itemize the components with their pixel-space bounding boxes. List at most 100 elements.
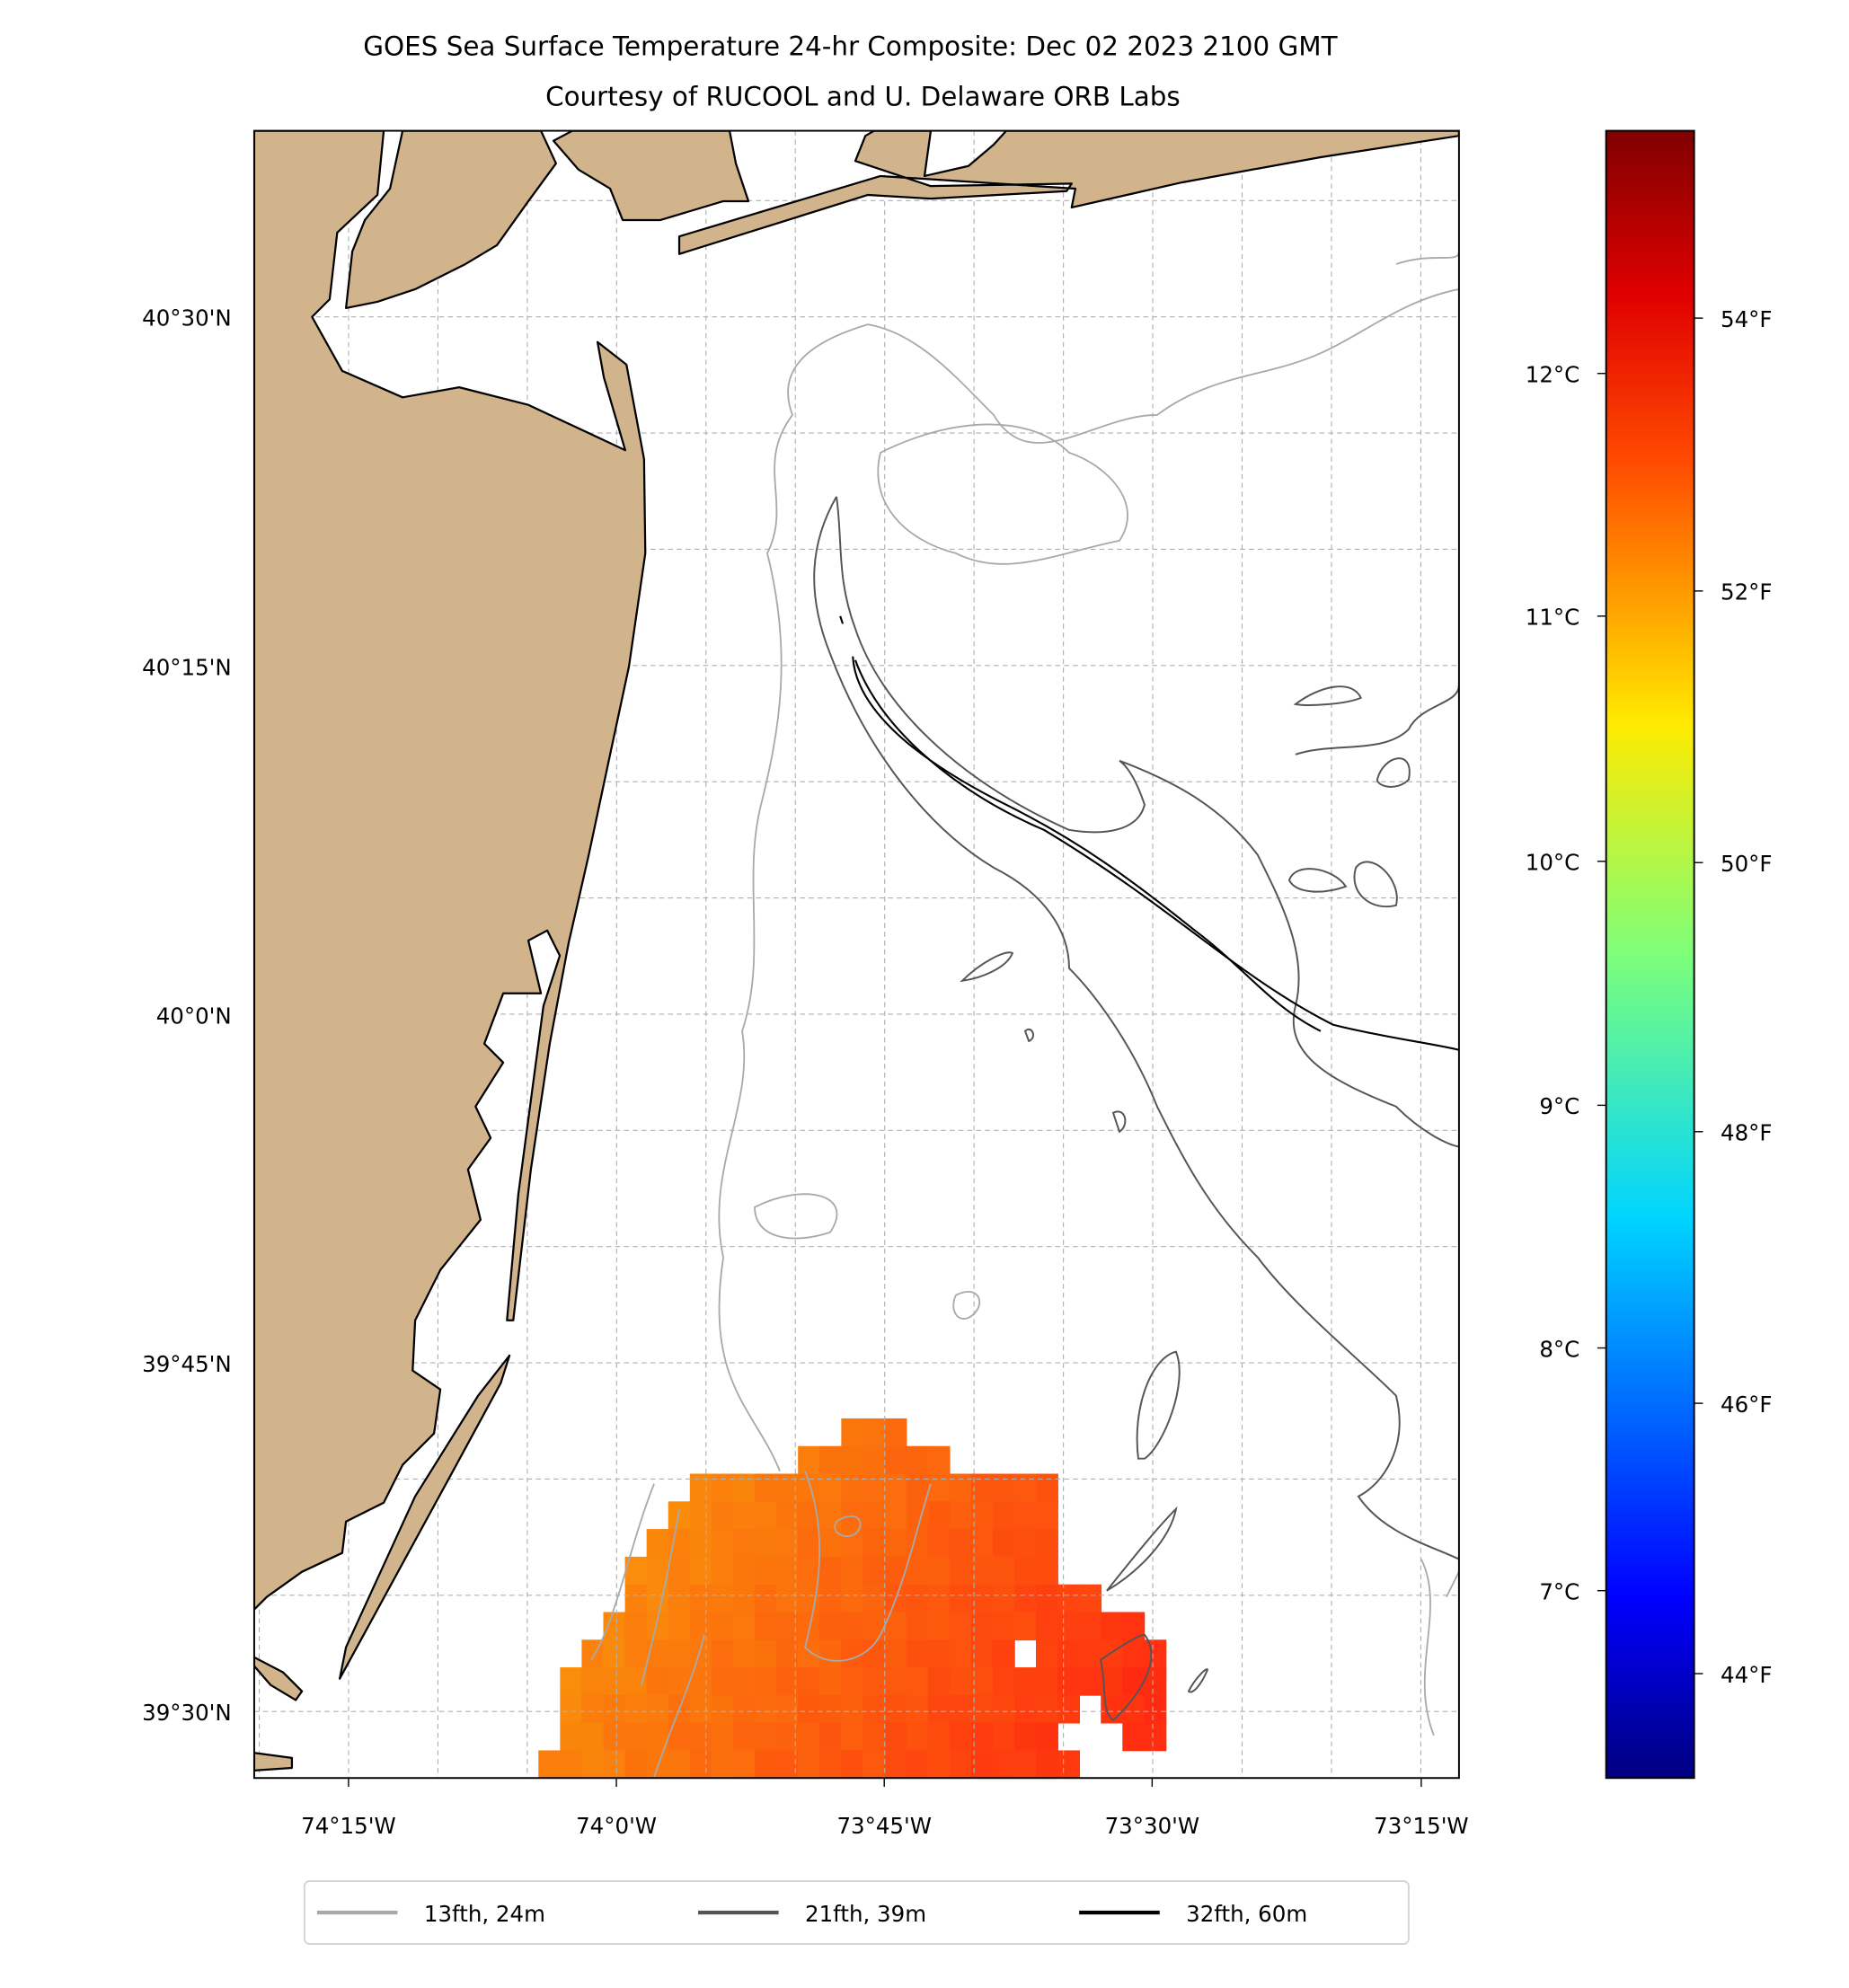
sst-pixel [949, 1667, 972, 1696]
sst-pixel [949, 1639, 972, 1668]
sst-pixel [798, 1556, 821, 1586]
colorbar: 12°C 11°C 10°C 9°C 8°C 7°C 54°F 52°F 50°… [1526, 129, 1773, 1780]
sst-pixel [949, 1529, 972, 1558]
sst-pixel [970, 1529, 994, 1558]
sst-pixel [755, 1750, 777, 1779]
sst-pixels [538, 1418, 1167, 1779]
sst-pixel [560, 1667, 583, 1696]
sst-pixel [689, 1639, 712, 1668]
sst-pixel [927, 1750, 951, 1779]
sst-pixel [819, 1473, 843, 1503]
sst-pixel [863, 1750, 886, 1779]
fahrenheit-tick-label: 46°F [1721, 1392, 1772, 1418]
sst-pixel [711, 1667, 734, 1696]
sst-pixel [1144, 1694, 1167, 1724]
sst-pixel [884, 1556, 907, 1586]
sst-pixel [1036, 1639, 1058, 1668]
sst-pixel [668, 1667, 691, 1696]
celsius-tick-label: 9°C [1539, 1093, 1579, 1119]
sst-pixel [646, 1529, 669, 1558]
sst-pixel [970, 1612, 994, 1641]
sst-pixel [798, 1529, 821, 1558]
celsius-tick-label: 12°C [1526, 362, 1579, 388]
legend-label: 32fth, 60m [1186, 1901, 1307, 1927]
sst-pixel [819, 1667, 843, 1696]
sst-pixel [927, 1584, 951, 1613]
sst-pixel [1057, 1694, 1081, 1724]
sst-pixel [1013, 1612, 1037, 1641]
sst-pixel [732, 1722, 756, 1752]
sst-pixel [1079, 1639, 1102, 1668]
sst-pixel [1079, 1612, 1102, 1641]
lon-axis: 74°15'W 74°0'W 73°45'W 73°30'W 73°15'W [301, 1778, 1469, 1839]
sst-pixel [689, 1722, 712, 1752]
sst-pixel [560, 1694, 583, 1724]
sst-pixel [1036, 1473, 1058, 1503]
sst-pixel [992, 1584, 1015, 1613]
sst-pixel [884, 1667, 907, 1696]
sst-pixel [1013, 1584, 1037, 1613]
lat-axis: 40°30'N 40°15'N 40°0'N 39°45'N 39°30'N [142, 305, 232, 1726]
map-panel [253, 130, 1459, 1779]
sst-pixel [689, 1694, 712, 1724]
sst-pixel [1057, 1750, 1081, 1779]
sst-pixel [755, 1501, 777, 1530]
sst-pixel [668, 1750, 691, 1779]
sst-pixel [1101, 1612, 1124, 1641]
celsius-tick-label: 8°C [1539, 1336, 1579, 1362]
lat-tick-label: 39°45'N [142, 1351, 232, 1377]
fahrenheit-tick-label: 50°F [1721, 851, 1772, 877]
sst-pixel [841, 1584, 864, 1613]
sst-pixel [798, 1750, 821, 1779]
sst-pixel [646, 1639, 669, 1668]
title-line-2: Courtesy of RUCOOL and U. Delaware ORB L… [545, 82, 1181, 112]
sst-pixel [863, 1694, 886, 1724]
sst-pixel [884, 1639, 907, 1668]
sst-pixel [927, 1473, 951, 1503]
sst-pixel [1013, 1694, 1037, 1724]
sst-pixel [776, 1584, 800, 1613]
sst-pixel [863, 1501, 886, 1530]
sst-pixel [884, 1501, 907, 1530]
sst-pixel [884, 1418, 907, 1447]
sst-pixel [603, 1750, 626, 1779]
sst-pixel [927, 1556, 951, 1586]
sst-pixel [1013, 1750, 1037, 1779]
contour-13fth [590, 251, 1459, 1779]
sst-pixel [906, 1639, 929, 1668]
sst-pixel [603, 1722, 626, 1752]
sst-pixel [1122, 1667, 1146, 1696]
sst-pixel [970, 1556, 994, 1586]
sst-pixel [906, 1750, 929, 1779]
lon-tick-label: 74°15'W [301, 1813, 396, 1839]
sst-pixel [884, 1750, 907, 1779]
lat-tick-label: 40°15'N [142, 655, 232, 681]
sst-pixel [668, 1556, 691, 1586]
sst-pixel [668, 1639, 691, 1668]
sst-pixel [1079, 1667, 1102, 1696]
sst-pixel [970, 1473, 994, 1503]
sst-pixel [603, 1694, 626, 1724]
sst-pixel [646, 1667, 669, 1696]
sst-pixel [884, 1473, 907, 1503]
sst-pixel [1036, 1584, 1058, 1613]
celsius-tick-label: 10°C [1526, 850, 1579, 876]
sst-pixel [927, 1529, 951, 1558]
sst-pixel [798, 1639, 821, 1668]
sst-pixel [819, 1612, 843, 1641]
sst-pixel [906, 1667, 929, 1696]
sst-pixel [624, 1750, 648, 1779]
sst-pixel [863, 1667, 886, 1696]
sst-pixel [711, 1584, 734, 1613]
sst-pixel [711, 1639, 734, 1668]
sst-pixel [1057, 1612, 1081, 1641]
sst-pixel [732, 1750, 756, 1779]
sst-pixel [646, 1584, 669, 1613]
sst-pixel [1013, 1667, 1037, 1696]
sst-pixel [819, 1584, 843, 1613]
sst-pixel [732, 1473, 756, 1503]
sst-pixel [841, 1722, 864, 1752]
sst-pixel [560, 1750, 583, 1779]
sst-pixel [798, 1667, 821, 1696]
